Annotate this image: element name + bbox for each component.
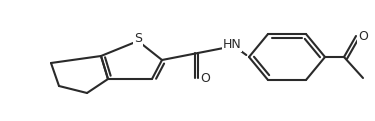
Text: S: S (134, 33, 142, 45)
Text: HN: HN (223, 38, 242, 50)
Text: O: O (358, 30, 368, 42)
Text: O: O (200, 72, 210, 84)
